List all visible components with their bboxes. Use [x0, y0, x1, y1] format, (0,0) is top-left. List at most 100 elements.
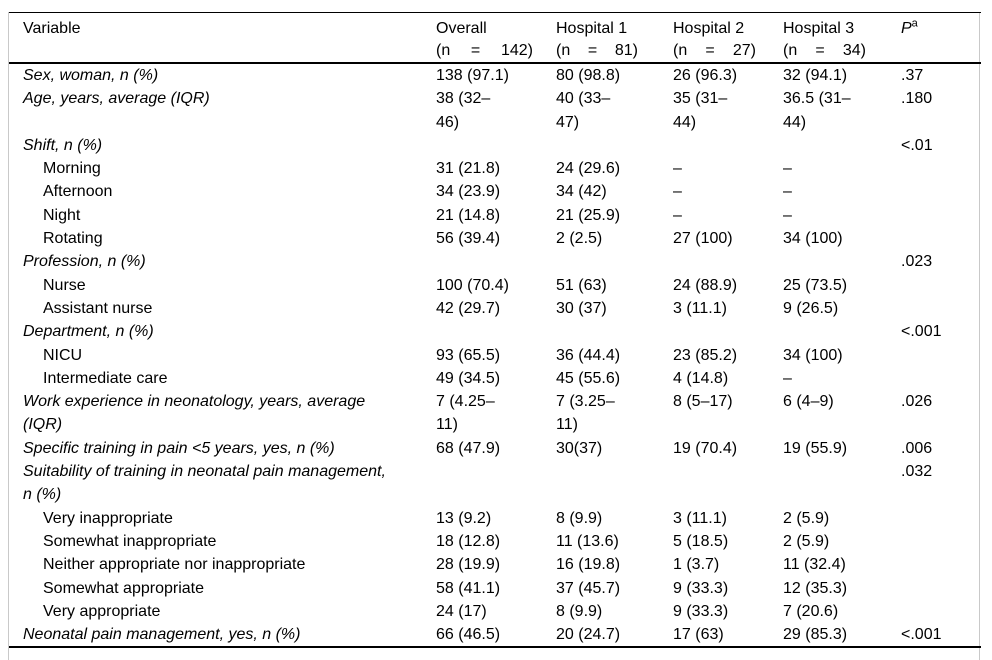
cell-hospital-2: 4 (14.8) [673, 369, 729, 387]
cell-hospital-2 [673, 320, 783, 343]
cell-overall: 42 (29.7) [436, 299, 501, 317]
cell-hospital-1: 45 (55.6) [556, 369, 621, 387]
cell-p-value [901, 180, 981, 203]
cell-overall [436, 320, 556, 343]
cell-hospital-3: 36.5 (31– 44) [783, 90, 851, 131]
cell-hospital-3: 2 (5.9) [783, 509, 830, 527]
cell-overall: 56 (39.4) [436, 230, 501, 248]
cell-hospital-3: 12 (35.3) [783, 579, 848, 597]
cell-hospital-3 [783, 320, 901, 343]
table-row: Work experience in neonatology, years, a… [9, 390, 981, 437]
cell-hospital-3: 11 (32.4) [783, 556, 846, 574]
cell-overall: 100 (70.4) [436, 276, 509, 294]
column-header-label: Hospital 1 [556, 20, 628, 37]
cell-variable: Neonatal pain management, yes, n (%) [23, 626, 301, 644]
cell-hospital-3: – [783, 183, 792, 201]
cell-variable: Shift, n (%) [23, 136, 103, 154]
cell-hospital-2: 35 (31– 44) [673, 90, 728, 131]
cell-variable: Morning [43, 160, 101, 178]
cell-variable: Somewhat inappropriate [43, 532, 217, 550]
cell-hospital-2: 3 (11.1) [673, 509, 727, 527]
column-header-hospital-2: Hospital 2 (n = 27) [673, 12, 783, 64]
cell-hospital-3 [783, 460, 901, 507]
cell-overall: 68 (47.9) [436, 439, 501, 457]
cell-p-value [901, 157, 981, 180]
cell-hospital-2: – [673, 183, 682, 201]
cell-p-value [901, 530, 981, 553]
cell-hospital-3: – [783, 160, 792, 178]
cell-hospital-3: 6 (4–9) [783, 393, 834, 411]
cell-overall [436, 460, 556, 507]
column-subheader-n: (n = 27) [673, 42, 756, 59]
cell-hospital-1: 30 (37) [556, 299, 607, 317]
cell-hospital-1: 37 (45.7) [556, 579, 621, 597]
cell-hospital-1 [556, 320, 673, 343]
column-header-label: Pa [901, 17, 918, 37]
table-row: NICU 93 (65.5) 36 (44.4) 23 (85.2) 34 (100) [9, 344, 981, 367]
cell-overall: 49 (34.5) [436, 369, 501, 387]
cell-hospital-2: – [673, 160, 682, 178]
cell-variable: Profession, n (%) [23, 253, 146, 271]
column-header-variable: Variable [9, 12, 436, 64]
cell-p-value [901, 204, 981, 227]
table-row: Somewhat inappropriate 18 (12.8) 11 (13.6)… [9, 530, 981, 553]
cell-hospital-2: 3 (11.1) [673, 299, 727, 317]
cell-p-value: <.01 [901, 136, 933, 154]
cell-hospital-2: 26 (96.3) [673, 67, 738, 84]
cell-overall: 138 (97.1) [436, 67, 509, 84]
cell-overall: 28 (19.9) [436, 556, 501, 574]
cell-overall [436, 250, 556, 273]
cell-variable: NICU [43, 346, 83, 364]
column-header-hospital-3: Hospital 3 (n = 34) [783, 12, 901, 64]
cell-overall [436, 134, 556, 157]
cell-overall: 38 (32– 46) [436, 90, 491, 131]
cell-overall: 34 (23.9) [436, 183, 501, 201]
table-row: Morning 31 (21.8) 24 (29.6) – – [9, 157, 981, 180]
cell-variable: Night [43, 206, 81, 224]
cell-p-value [901, 297, 981, 320]
cell-hospital-3: – [783, 369, 792, 387]
cell-hospital-3 [783, 250, 901, 273]
cell-hospital-3: 34 (100) [783, 230, 843, 248]
cell-hospital-2: 8 (5–17) [673, 393, 733, 411]
table-header: Variable Overall (n = 142) Hospital 1 (n… [9, 12, 981, 64]
cell-hospital-2: – [673, 206, 682, 224]
page: Variable Overall (n = 142) Hospital 1 (n… [8, 12, 981, 660]
cell-p-value: .180 [901, 90, 933, 108]
cell-overall: 13 (9.2) [436, 509, 492, 527]
cell-hospital-2: 24 (88.9) [673, 276, 738, 294]
cell-overall: 18 (12.8) [436, 532, 501, 550]
cell-p-value: .37 [901, 67, 924, 84]
cell-p-value [901, 553, 981, 576]
cell-hospital-3: 32 (94.1) [783, 67, 848, 84]
cell-variable: Intermediate care [43, 369, 168, 387]
table-row: Nurse 100 (70.4) 51 (63) 24 (88.9) 25 (73.5) [9, 274, 981, 297]
cell-overall: 21 (14.8) [436, 206, 501, 224]
table-row: Shift, n (%) <.01 [9, 134, 981, 157]
table-row: Assistant nurse 42 (29.7) 30 (37) 3 (11.1) 9… [9, 297, 981, 320]
cell-hospital-1: 34 (42) [556, 183, 607, 201]
cell-hospital-3: 25 (73.5) [783, 276, 848, 294]
cell-p-value [901, 344, 981, 367]
column-header-label: Hospital 2 [673, 20, 745, 37]
cell-overall: 58 (41.1) [436, 579, 501, 597]
cell-hospital-3: – [783, 206, 792, 224]
table-row: Intermediate care 49 (34.5) 45 (55.6) 4 (14… [9, 367, 981, 390]
cell-overall: 24 (17) [436, 602, 487, 620]
table-row: Age, years, average (IQR) 38 (32– 46) 40 (… [9, 87, 981, 134]
cell-p-value [901, 367, 981, 390]
cell-hospital-2: 9 (33.3) [673, 579, 729, 597]
cell-hospital-1: 2 (2.5) [556, 230, 603, 248]
cell-hospital-2: 1 (3.7) [673, 556, 720, 574]
table-row: Department, n (%) <.001 [9, 320, 981, 343]
cell-p-value: .026 [901, 393, 933, 411]
cell-hospital-3: 29 (85.3) [783, 626, 848, 644]
cell-hospital-2: 19 (70.4) [673, 439, 738, 457]
cell-variable: Specific training in pain <5 years, yes,… [23, 439, 335, 457]
cell-hospital-3 [783, 134, 901, 157]
cell-hospital-2 [673, 460, 783, 507]
column-header-label: Overall [436, 20, 487, 37]
column-header-p-value: Pa [901, 12, 981, 64]
cell-hospital-1: 51 (63) [556, 276, 607, 294]
cell-hospital-1: 36 (44.4) [556, 346, 621, 364]
